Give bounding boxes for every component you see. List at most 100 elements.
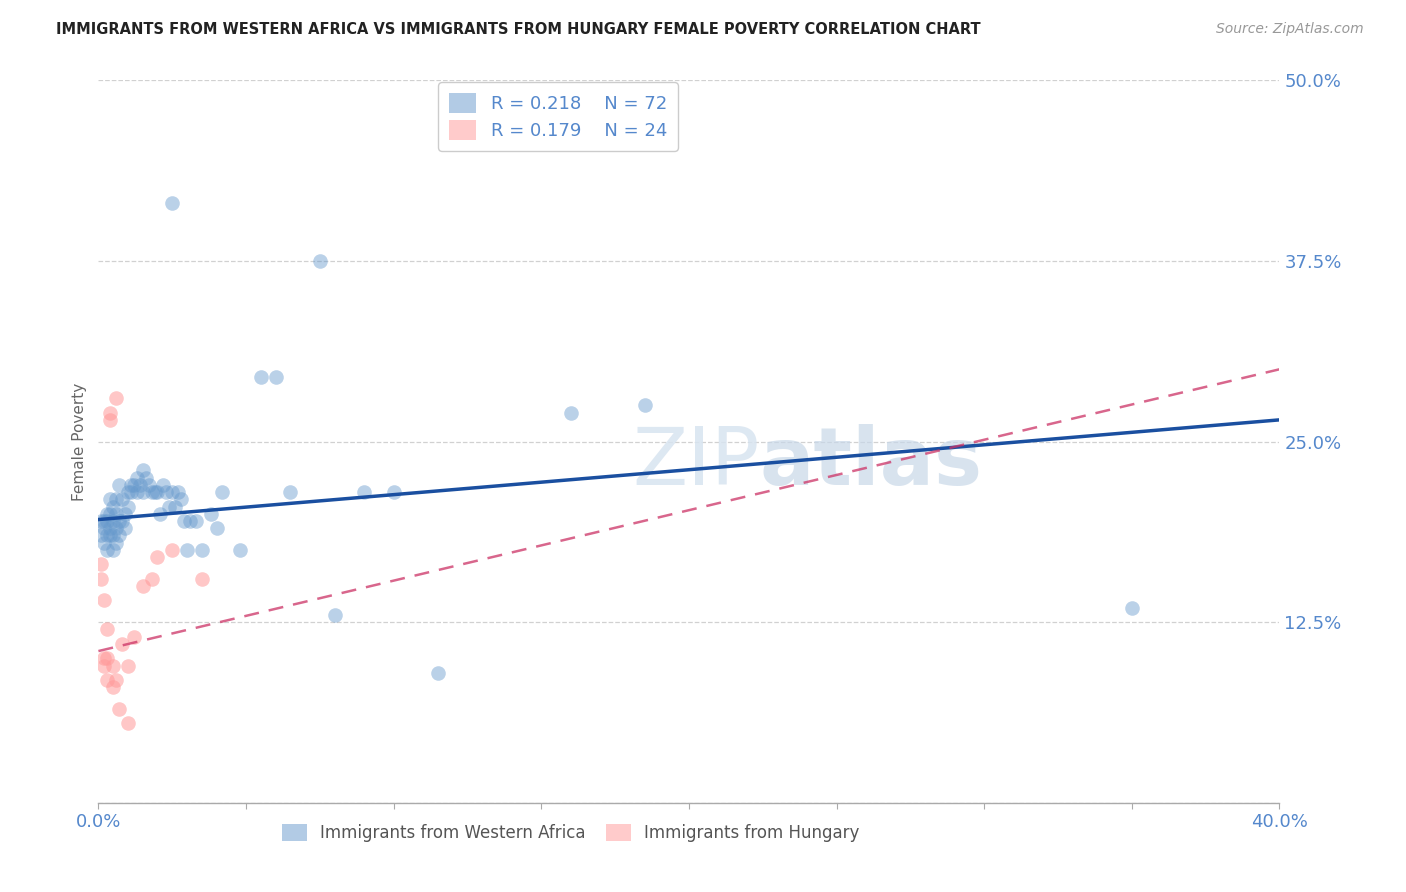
Point [114,507,136,521]
Point [105,492,128,507]
Point [96,507,118,521]
Point [105,535,128,549]
Point [122,478,145,492]
Point [108,528,131,542]
Point [93,521,115,535]
Point [427,665,450,680]
Point [264,369,287,384]
Point [117,485,139,500]
Point [103,542,125,557]
Point [162,196,183,211]
Legend: Immigrants from Western Africa, Immigrants from Hungary: Immigrants from Western Africa, Immigran… [276,817,866,848]
Point [167,485,190,500]
Point [323,607,346,622]
Text: ZIP: ZIP [633,425,759,502]
Y-axis label: Female Poverty: Female Poverty [72,383,87,500]
Point [173,514,195,528]
Point [165,500,187,514]
Point [90,514,112,528]
Point [382,485,405,500]
Point [149,507,172,521]
Point [111,514,134,528]
Point [634,398,657,412]
Point [96,623,118,637]
Point [125,470,148,484]
Point [162,542,183,557]
Point [170,492,193,507]
Point [103,658,125,673]
Point [93,535,115,549]
Point [103,680,125,694]
Text: atlas: atlas [759,425,983,502]
Point [93,651,115,665]
Point [93,658,115,673]
Point [146,485,169,500]
Point [96,673,118,687]
Point [141,572,163,586]
Point [205,521,228,535]
Point [96,542,118,557]
Point [132,579,155,593]
Point [309,253,332,268]
Point [114,521,136,535]
Point [1121,600,1143,615]
Point [229,542,252,557]
Point [98,413,121,427]
Point [120,478,142,492]
Point [191,572,214,586]
Point [176,542,198,557]
Point [146,550,169,565]
Point [135,470,157,484]
Point [128,478,150,492]
Point [138,478,160,492]
Point [122,630,145,644]
Point [108,514,131,528]
Point [98,507,121,521]
Point [90,572,112,586]
Text: Source: ZipAtlas.com: Source: ZipAtlas.com [1216,22,1364,37]
Point [132,463,155,477]
Point [184,514,207,528]
Point [280,485,302,500]
Point [157,500,180,514]
Point [105,507,128,521]
Point [96,514,118,528]
Point [200,507,222,521]
Point [103,500,125,514]
Point [143,485,166,500]
Point [105,521,128,535]
Point [93,593,115,607]
Point [98,492,121,507]
Point [90,558,112,572]
Point [117,716,139,731]
Point [162,485,183,500]
Point [105,391,128,405]
Point [560,406,582,420]
Point [179,514,201,528]
Point [93,514,115,528]
Point [108,702,131,716]
Point [98,521,121,535]
Point [353,485,375,500]
Point [111,637,134,651]
Point [132,485,155,500]
Point [98,406,121,420]
Point [105,673,128,687]
Point [108,478,131,492]
Point [120,485,142,500]
Point [90,528,112,542]
Point [155,485,177,500]
Point [103,514,125,528]
Point [98,528,121,542]
Point [117,500,139,514]
Point [96,528,118,542]
Point [141,485,163,500]
Text: IMMIGRANTS FROM WESTERN AFRICA VS IMMIGRANTS FROM HUNGARY FEMALE POVERTY CORRELA: IMMIGRANTS FROM WESTERN AFRICA VS IMMIGR… [56,22,981,37]
Point [111,492,134,507]
Point [152,478,174,492]
Point [125,485,148,500]
Point [250,369,273,384]
Point [103,528,125,542]
Point [191,542,214,557]
Point [211,485,233,500]
